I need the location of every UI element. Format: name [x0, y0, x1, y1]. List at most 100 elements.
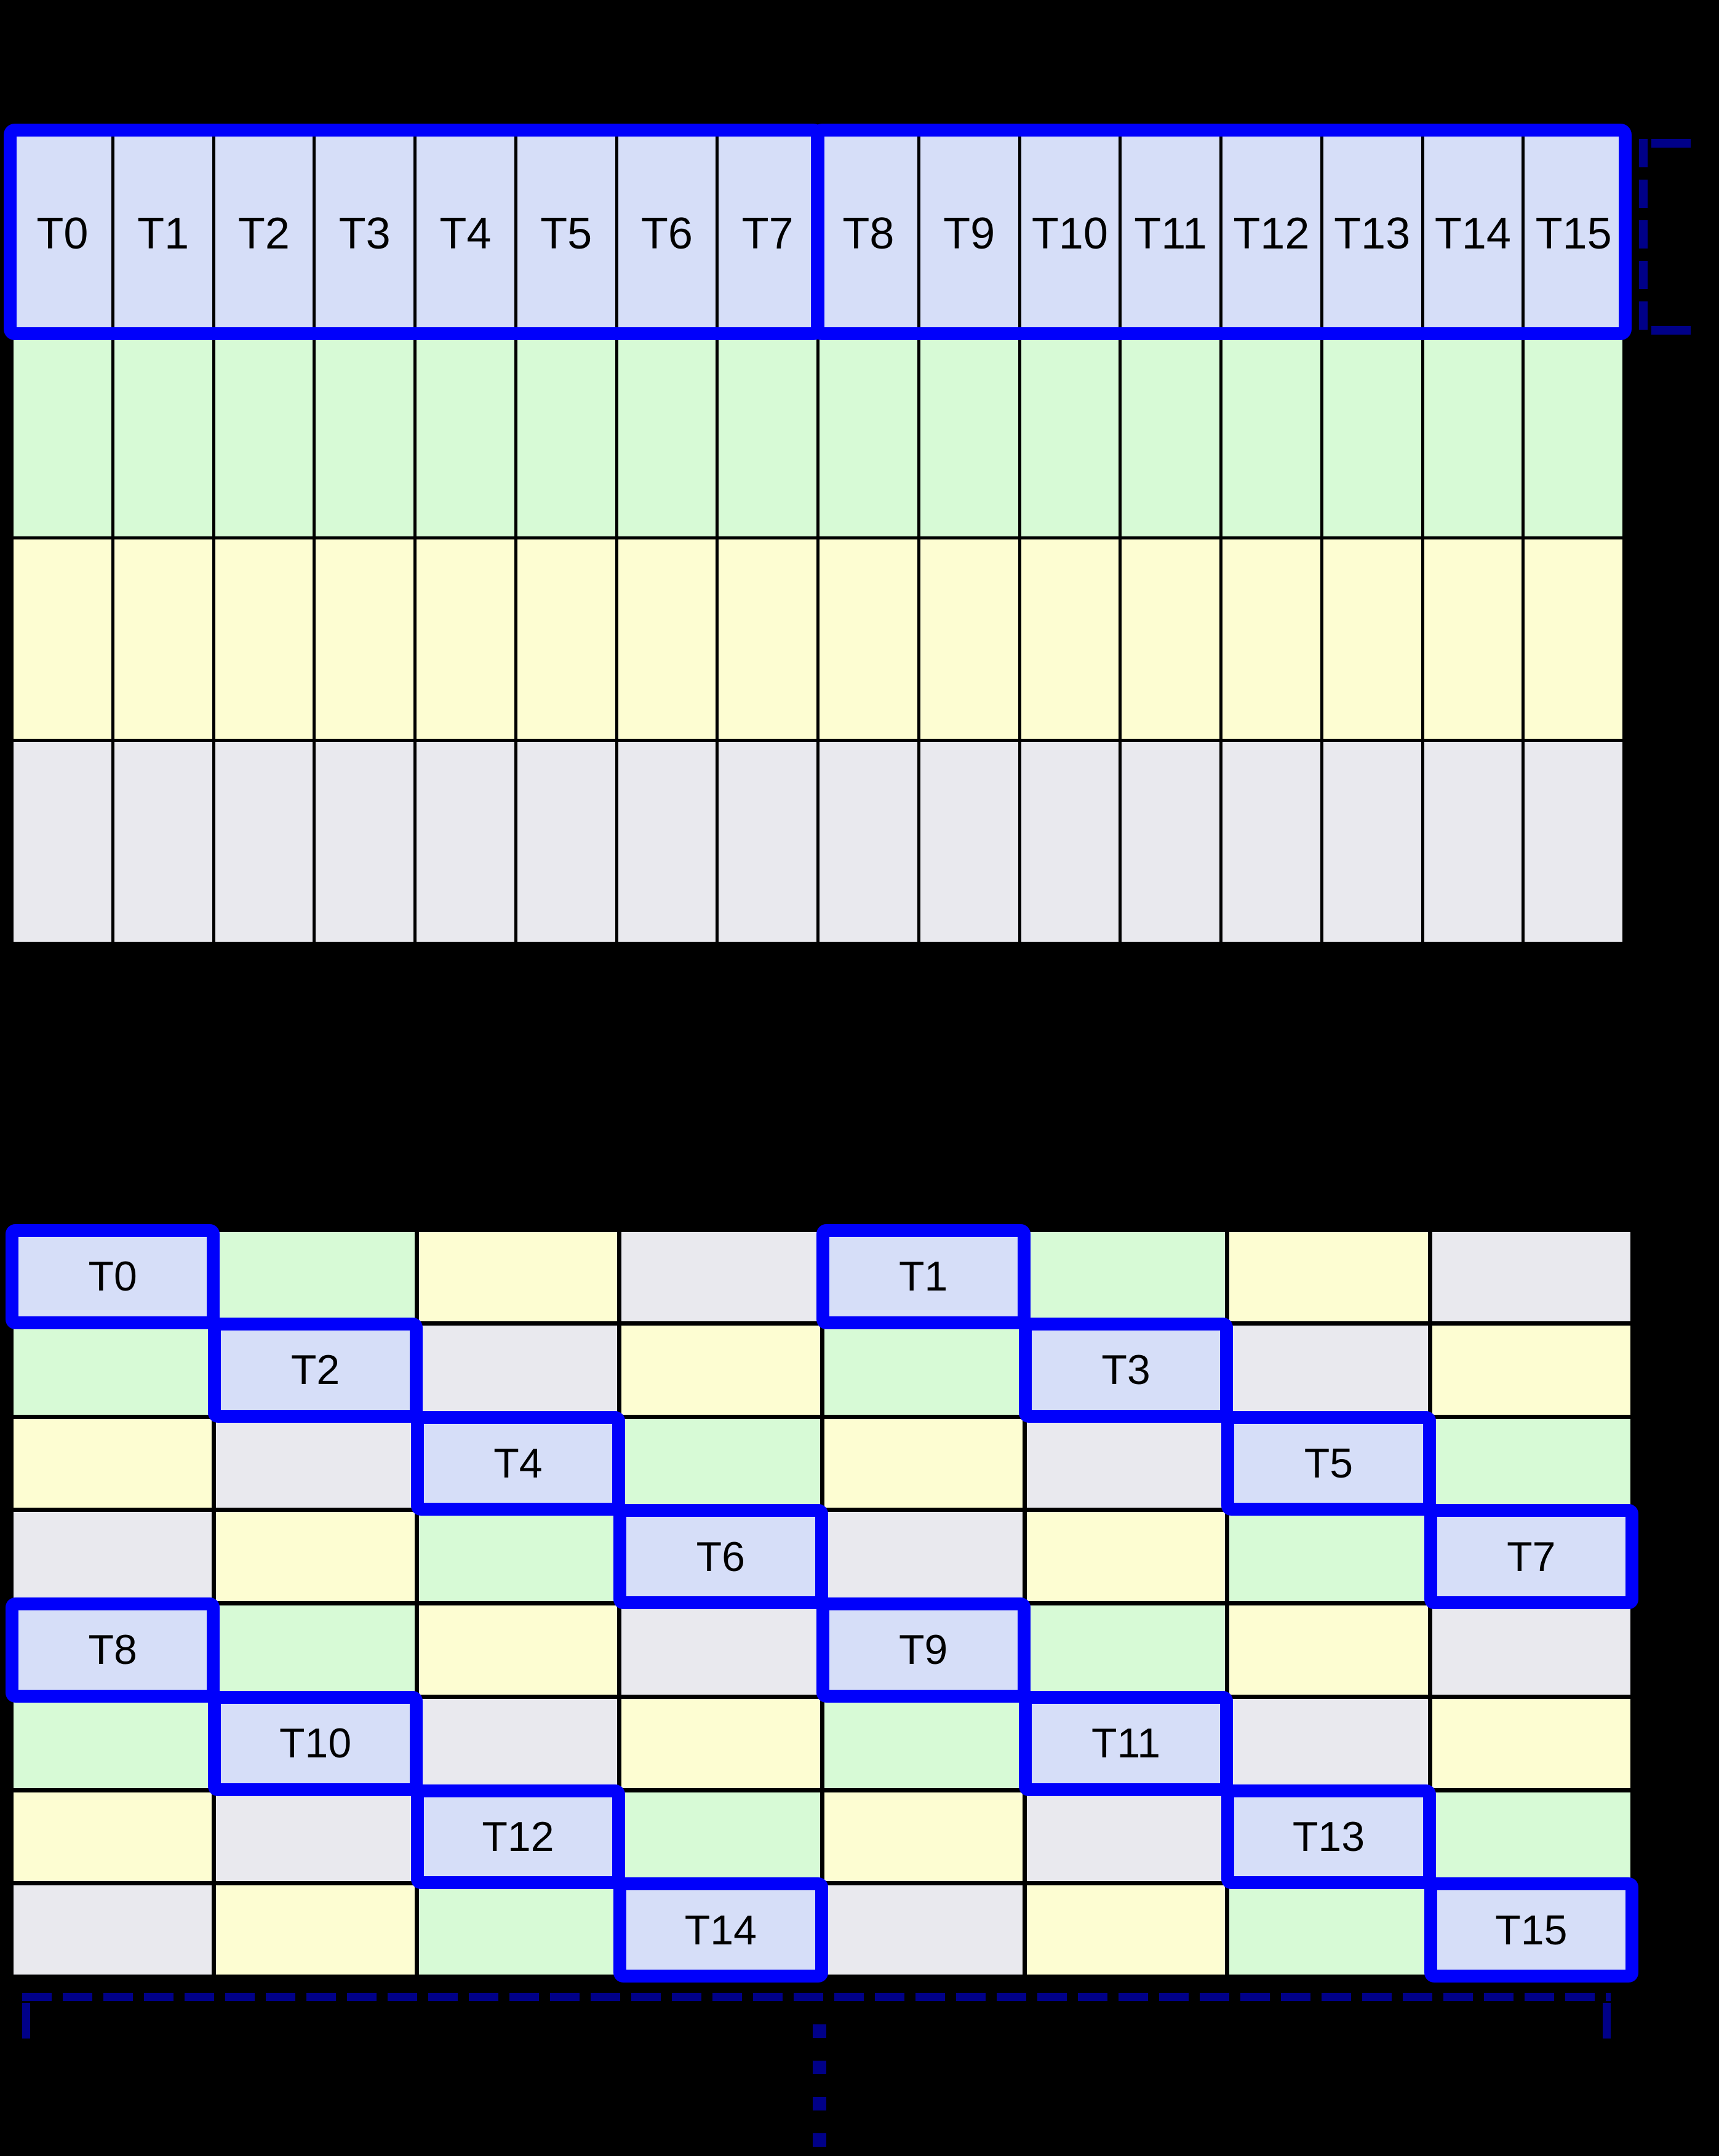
data-cell-gray [14, 1885, 212, 1975]
data-cell-green [1122, 336, 1219, 536]
data-cell-yellow [1021, 539, 1119, 739]
data-cell-green [14, 336, 111, 536]
data-cell-green [621, 1418, 820, 1508]
thread-label: T10 [279, 1720, 352, 1767]
bracket-left-tick [22, 2003, 30, 2039]
bracket-horizontal-dashed-line [22, 1993, 1611, 2001]
thread-cell-t10: T10 [1021, 133, 1119, 333]
data-cell-green [824, 1698, 1023, 1788]
data-cell-green [517, 336, 615, 536]
thread-cell-t4: T4 [417, 133, 514, 333]
thread-label: T10 [1031, 209, 1108, 258]
data-cell-yellow [1229, 1605, 1428, 1695]
data-cell-yellow [14, 539, 111, 739]
thread-cell-t13: T13 [1323, 133, 1421, 333]
thread-cell-t6: T6 [618, 133, 716, 333]
data-cell-green [1021, 336, 1119, 536]
data-cell-gray [1026, 1792, 1226, 1882]
thread-label: T1 [899, 1253, 948, 1300]
data-cell-yellow [1229, 1232, 1428, 1321]
thread-label: T8 [842, 209, 895, 258]
data-cell-gray [1424, 742, 1522, 942]
thread-cell-t0: T0 [6, 1224, 220, 1329]
thread-label: T13 [1334, 209, 1411, 258]
bracket-bottom-tick [1651, 326, 1691, 335]
data-cell-green [1424, 336, 1522, 536]
data-cell-green [14, 1698, 212, 1788]
data-cell-gray [1026, 1418, 1226, 1508]
grid-width-bracket [22, 1993, 1611, 2041]
data-cell-green [920, 336, 1018, 536]
data-cell-green [114, 336, 212, 536]
thread-cell-t5: T5 [1221, 1410, 1436, 1516]
thread-cell-t12: T12 [410, 1784, 626, 1890]
data-cell-yellow [1432, 1325, 1630, 1415]
data-cell-gray [1432, 1232, 1630, 1321]
data-cell-yellow [1323, 539, 1421, 739]
data-cell-yellow [418, 1232, 618, 1321]
data-cell-gray [114, 742, 212, 942]
thread-label: T7 [741, 209, 794, 258]
data-cell-gray [920, 742, 1018, 942]
row-major-thread-grid: T0 T1 T2 T3 T4 T5 T6 T7 T8 T9 T10 T11 T12 T13 T14 T15 [4, 124, 1632, 945]
data-cell-gray [1222, 742, 1320, 942]
data-cell-green [824, 1325, 1023, 1415]
data-cell-yellow [618, 539, 716, 739]
data-cell-gray [216, 1792, 415, 1882]
data-cell-gray [14, 742, 111, 942]
bracket-vertical-dashed-line [1639, 139, 1648, 335]
data-cell-green [1222, 336, 1320, 536]
data-cell-yellow [215, 539, 313, 739]
thread-cell-t1: T1 [114, 133, 212, 333]
data-cell-yellow [719, 539, 816, 739]
data-cell-yellow [418, 1605, 618, 1695]
data-cell-green [216, 1605, 415, 1695]
data-cell-gray [1323, 742, 1421, 942]
data-cell-green [417, 336, 514, 536]
data-cell-yellow [114, 539, 212, 739]
thread-label: T13 [1292, 1813, 1365, 1860]
thread-cell-t1: T1 [816, 1224, 1031, 1329]
data-cell-green [418, 1512, 618, 1601]
data-cell-green [1026, 1232, 1226, 1321]
data-cell-yellow [417, 539, 514, 739]
thread-label: T0 [88, 1253, 137, 1300]
data-cell-yellow [1525, 539, 1622, 739]
data-cell-green [1229, 1512, 1428, 1601]
thread-cell-t2: T2 [208, 1317, 423, 1423]
data-cell-gray [621, 1232, 820, 1321]
thread-label: T11 [1091, 1720, 1161, 1767]
data-cell-yellow [1026, 1512, 1226, 1601]
thread-cell-t14: T14 [613, 1877, 828, 1983]
thread-cell-t9: T9 [816, 1597, 1031, 1703]
data-cell-yellow [621, 1325, 820, 1415]
thread-label: T15 [1495, 1906, 1568, 1954]
data-cell-gray [1122, 742, 1219, 942]
data-cell-yellow [14, 1792, 212, 1882]
thread-label: T4 [493, 1439, 543, 1487]
data-cell-green [316, 336, 413, 536]
thread-cell-t0: T0 [14, 133, 111, 333]
data-cell-green [215, 336, 313, 536]
thread-cell-t9: T9 [920, 133, 1018, 333]
data-cell-green [216, 1232, 415, 1321]
thread-cell-t4: T4 [410, 1410, 626, 1516]
thread-label: T1 [137, 209, 189, 258]
data-cell-green [1026, 1605, 1226, 1695]
data-cell-gray [1525, 742, 1622, 942]
thread-label: T12 [1233, 209, 1310, 258]
data-cell-gray [719, 742, 816, 942]
data-cell-green [1525, 336, 1622, 536]
data-cell-yellow [1122, 539, 1219, 739]
thread-label: T7 [1507, 1533, 1556, 1580]
data-cell-gray [1229, 1698, 1428, 1788]
data-cell-yellow [920, 539, 1018, 739]
data-cell-yellow [824, 1418, 1023, 1508]
thread-label: T3 [1101, 1347, 1151, 1394]
thread-label: T5 [540, 209, 592, 258]
data-cell-green [820, 336, 917, 536]
data-cell-gray [824, 1512, 1023, 1601]
data-cell-green [1323, 336, 1421, 536]
thread-label: T2 [290, 1347, 340, 1394]
data-cell-gray [216, 1418, 415, 1508]
